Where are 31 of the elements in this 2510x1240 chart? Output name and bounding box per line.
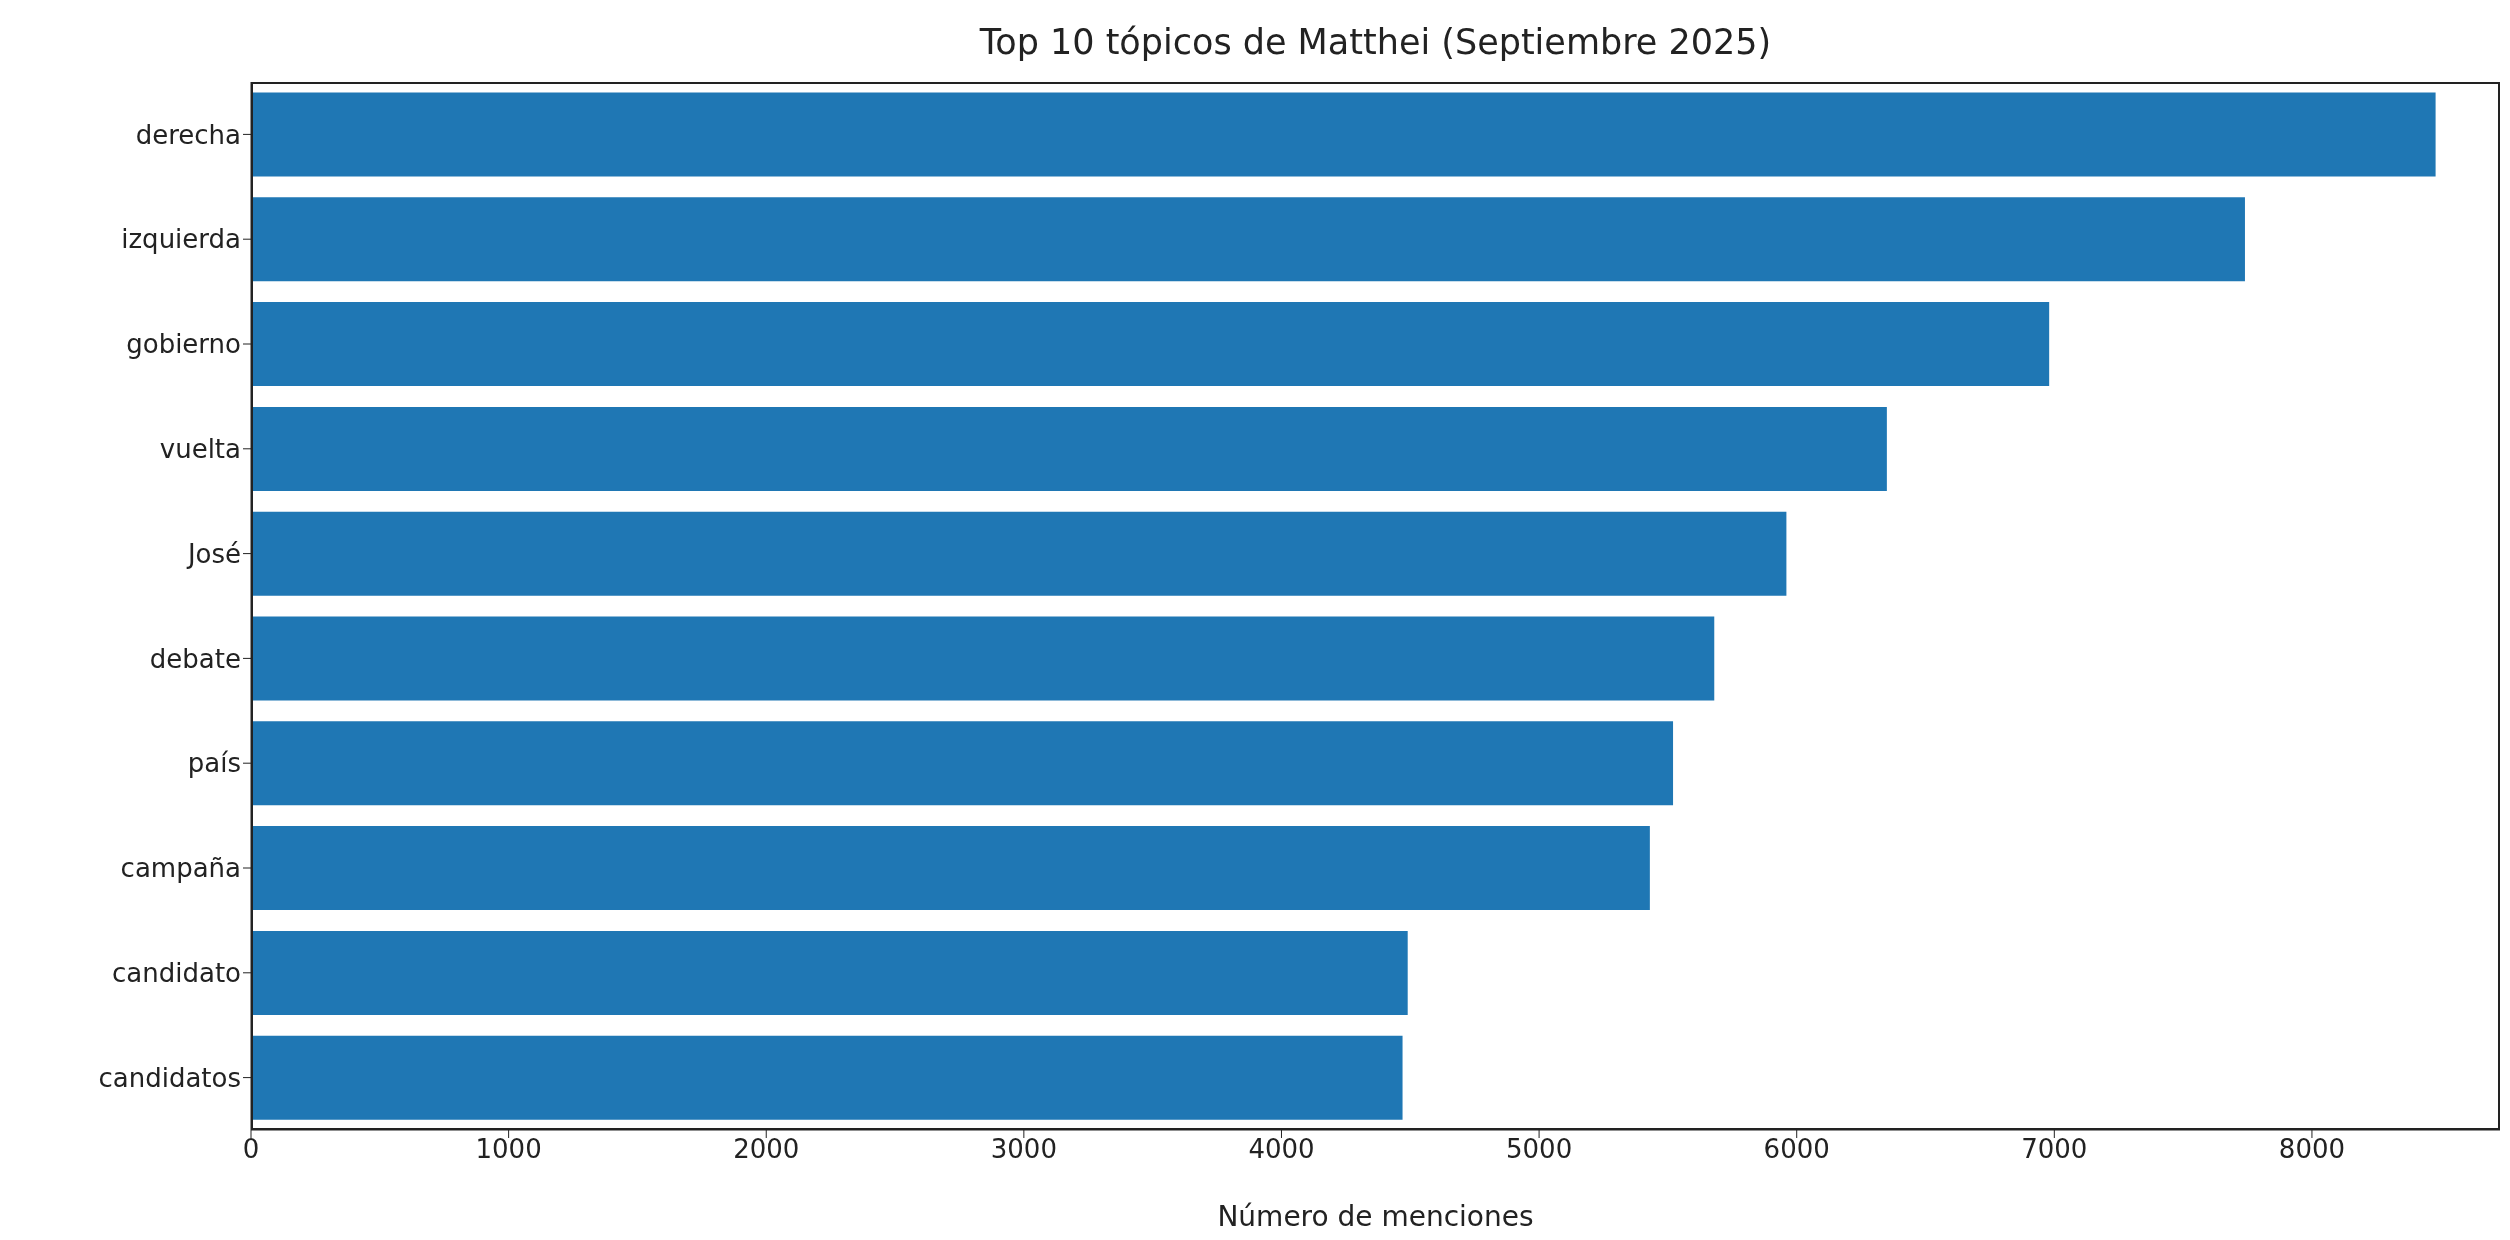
x-tick-label: 0 [242, 1134, 260, 1165]
x-tick-label: 3000 [990, 1134, 1057, 1165]
y-tick-label: candidatos [98, 1062, 241, 1093]
x-axis-title: Número de menciones [1217, 1200, 1534, 1233]
bar [251, 511, 1787, 596]
bar [251, 302, 2050, 387]
bar [251, 721, 1674, 806]
x-tick-label: 2000 [733, 1134, 800, 1165]
y-tick-label: derecha [135, 119, 241, 150]
y-tick-label: vuelta [159, 434, 241, 465]
x-tick-label: 8000 [2278, 1134, 2346, 1165]
bar [251, 406, 1887, 491]
bar [251, 930, 1408, 1015]
x-tick-label: 5000 [1506, 1134, 1573, 1165]
y-tick-label: gobierno [126, 329, 241, 360]
x-tick-label: 7000 [2021, 1134, 2088, 1165]
chart-title: Top 10 tópicos de Matthei (Septiembre 2025) [978, 22, 1773, 62]
y-tick-label: candidato [112, 958, 241, 989]
y-tick-label: José [185, 538, 241, 569]
bar [251, 1035, 1403, 1120]
x-tick-label: 4000 [1248, 1134, 1315, 1165]
y-tick-label: país [187, 748, 241, 779]
bar [251, 616, 1715, 701]
bar [251, 92, 2436, 177]
bar [251, 826, 1650, 911]
x-tick-label: 1000 [475, 1134, 542, 1165]
y-tick-label: debate [149, 643, 241, 674]
y-tick-label: izquierda [121, 224, 241, 255]
y-tick-label: campaña [120, 853, 241, 884]
bar [251, 197, 2245, 282]
x-tick-label: 6000 [1763, 1134, 1830, 1165]
